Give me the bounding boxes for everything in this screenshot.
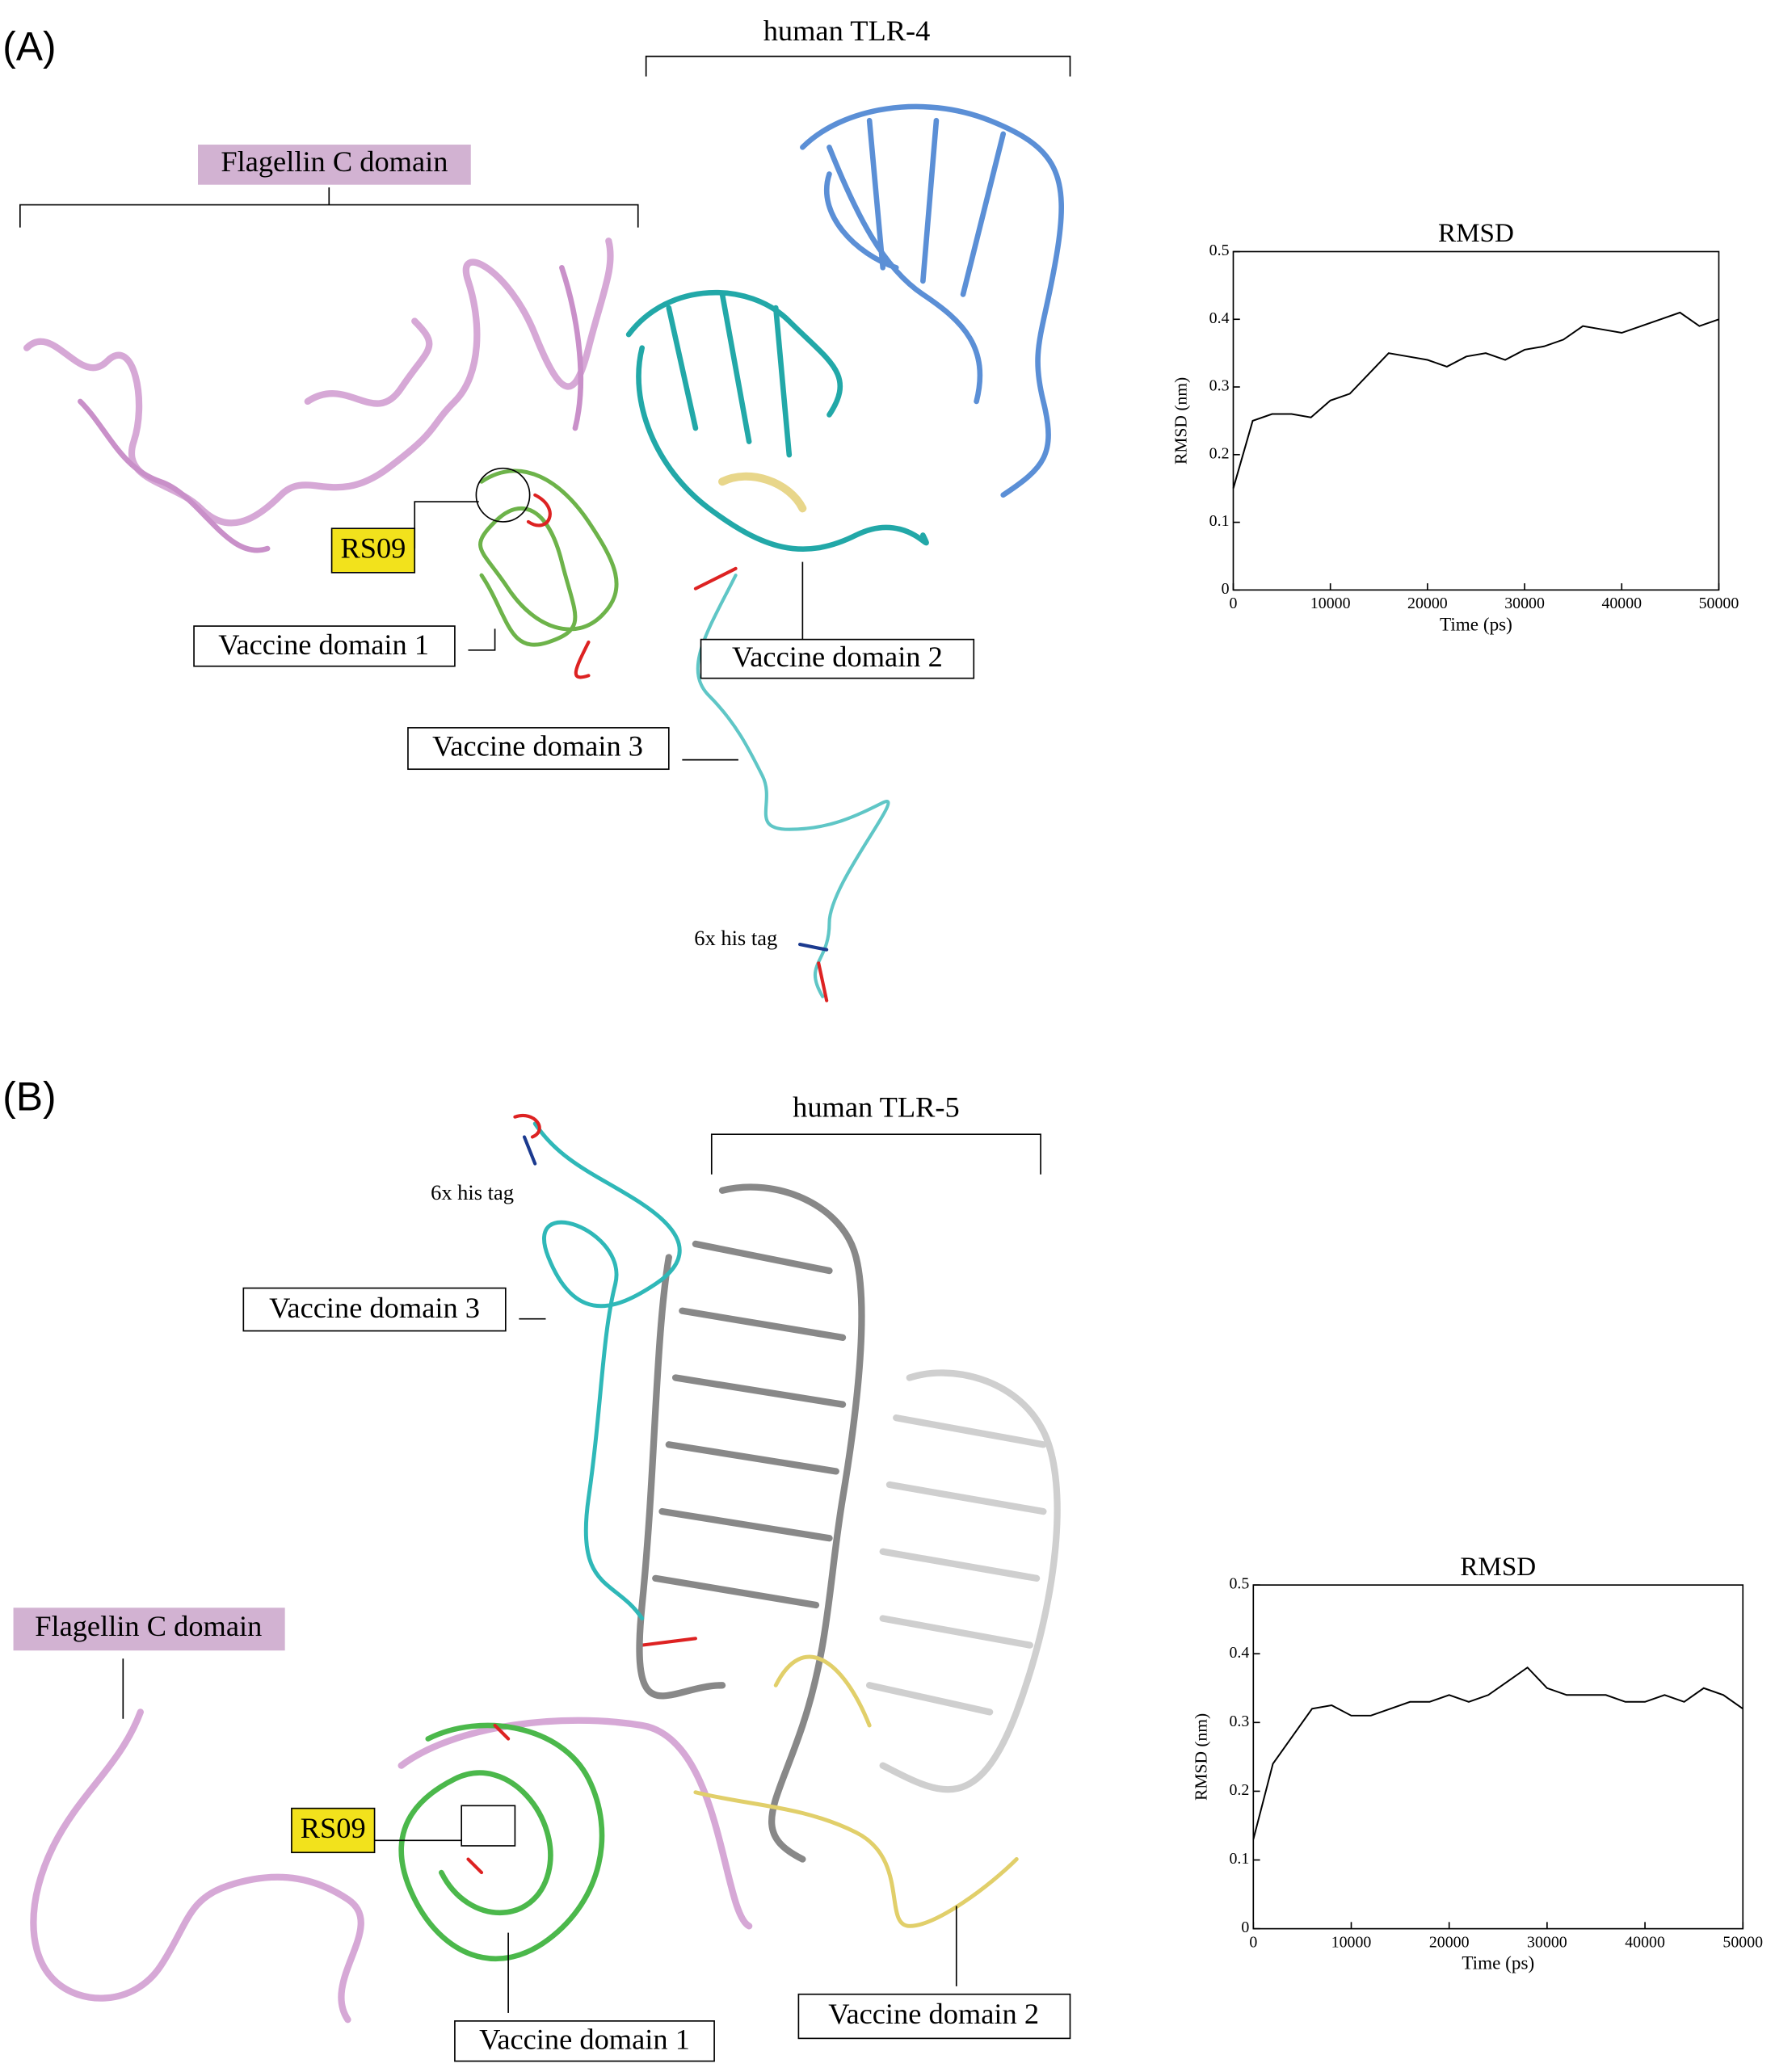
- y-tick-label: 0.5: [1230, 1575, 1250, 1593]
- panel-label: (A): [2, 24, 56, 69]
- label-box: [13, 1608, 285, 1651]
- x-tick-label: 10000: [1331, 1933, 1372, 1951]
- x-tick-label: 20000: [1407, 595, 1448, 612]
- panel-b-structure: [30, 1113, 1061, 2024]
- domain-label: Vaccine domain 3: [432, 730, 643, 763]
- x-tick-label: 50000: [1699, 595, 1739, 612]
- x-tick-label: 40000: [1601, 595, 1642, 612]
- bracket: [645, 55, 1071, 77]
- y-tick-label: 0.5: [1209, 242, 1230, 259]
- adjuvant-label: RS09: [340, 532, 406, 565]
- y-tick-label: 0.3: [1230, 1713, 1250, 1730]
- adjuvant-label: RS09: [301, 1812, 366, 1844]
- domain-label: Vaccine domain 1: [218, 628, 429, 661]
- tag-label: 6x his tag: [431, 1180, 514, 1204]
- label-box: [193, 625, 456, 667]
- y-tick-label: 0: [1222, 580, 1230, 598]
- label-box: [291, 1807, 376, 1854]
- rmsd-line: [1252, 1666, 1743, 1840]
- y-axis-label: RMSD (nm): [1171, 377, 1191, 464]
- y-tick-label: 0.1: [1230, 1850, 1250, 1868]
- domain-label: Vaccine domain 1: [479, 2024, 690, 2056]
- x-tick-label: 30000: [1504, 595, 1545, 612]
- label-box: [700, 638, 975, 679]
- label-box: [407, 727, 670, 771]
- y-tick-label: 0.3: [1209, 377, 1230, 395]
- domain-label: Vaccine domain 2: [828, 1998, 1039, 2030]
- receptor-label: human TLR-5: [793, 1091, 960, 1124]
- x-axis-label: Time (ps): [1462, 1953, 1534, 1974]
- rmsd-line: [1232, 311, 1719, 489]
- x-tick-label: 50000: [1722, 1933, 1763, 1951]
- label-box: [198, 145, 471, 185]
- chart-title: RMSD: [1438, 218, 1514, 248]
- tag-label: 6x his tag: [694, 926, 777, 950]
- x-tick-label: 20000: [1429, 1933, 1470, 1951]
- x-tick-label: 0: [1230, 595, 1238, 612]
- flagellin-label: Flagellin C domain: [35, 1610, 262, 1642]
- y-tick-label: 0.4: [1230, 1644, 1250, 1662]
- annotations: (A) human TLR-4 Flagellin C domain RS09 …: [2, 15, 1071, 2062]
- domain-label: Vaccine domain 2: [732, 641, 943, 673]
- label-box: [454, 2020, 715, 2062]
- y-axis-label: RMSD (nm): [1191, 1713, 1210, 1801]
- bracket: [19, 187, 639, 228]
- y-tick-label: 0.2: [1209, 444, 1230, 462]
- y-tick-label: 0.4: [1209, 309, 1230, 327]
- panel-a-structure: [23, 103, 1064, 1002]
- y-tick-label: 0.2: [1230, 1781, 1250, 1799]
- panel-label: (B): [2, 1074, 56, 1119]
- label-box: [797, 1993, 1071, 2040]
- label-box: [242, 1287, 507, 1332]
- y-tick-label: 0: [1241, 1919, 1249, 1936]
- x-tick-label: 40000: [1625, 1933, 1665, 1951]
- bracket: [710, 1133, 1041, 1175]
- x-tick-label: 10000: [1310, 595, 1351, 612]
- plot-frame: [1232, 250, 1720, 591]
- label-box: [330, 527, 416, 574]
- x-axis-label: Time (ps): [1440, 614, 1512, 635]
- chart-title: RMSD: [1460, 1552, 1536, 1582]
- flagellin-label: Flagellin C domain: [221, 145, 448, 178]
- x-tick-label: 30000: [1527, 1933, 1567, 1951]
- domain-label: Vaccine domain 3: [269, 1292, 480, 1324]
- plot-frame: [1252, 1584, 1744, 1930]
- x-tick-label: 0: [1249, 1933, 1257, 1951]
- receptor-label: human TLR-4: [763, 15, 931, 47]
- y-tick-label: 0.1: [1209, 512, 1230, 530]
- leader-line: [468, 628, 496, 651]
- leader-line: [414, 501, 479, 549]
